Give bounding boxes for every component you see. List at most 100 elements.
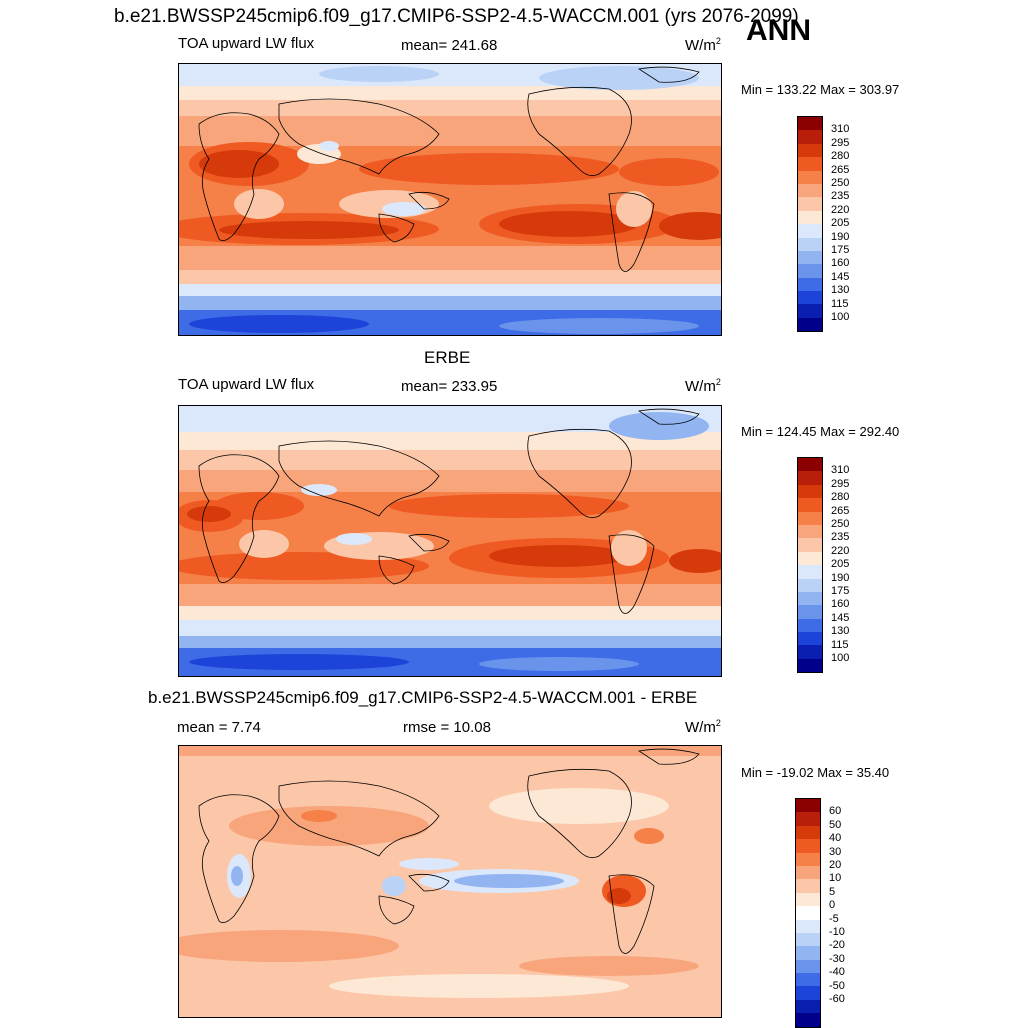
colorbar-swatch xyxy=(798,605,822,619)
colorbar-tick-label: -40 xyxy=(829,966,845,979)
colorbar-tick-label: 235 xyxy=(831,190,850,203)
colorbar-swatch xyxy=(796,839,820,853)
colorbar-swatch xyxy=(798,632,822,646)
colorbar-swatch xyxy=(796,959,820,974)
colorbar-tick-label: 175 xyxy=(831,244,850,256)
figure-title: b.e21.BWSSP245cmip6.f09_g17.CMIP6-SSP2-4… xyxy=(114,6,799,27)
colorbar-swatch xyxy=(798,130,822,144)
colorbar-swatch xyxy=(798,591,822,606)
colorbar-swatch xyxy=(796,852,820,866)
colorbar-tick-label: 265 xyxy=(831,163,850,176)
colorbar-swatch xyxy=(798,578,822,592)
colorbar-swatch xyxy=(798,498,822,512)
panel1-mean-label: mean= 241.68 xyxy=(401,37,498,54)
colorbar-swatch xyxy=(798,565,822,579)
colorbar-swatch xyxy=(796,932,820,947)
panel1-minmax: Min = 133.22 Max = 303.97 xyxy=(741,82,900,97)
colorbar-tick-label: 130 xyxy=(831,625,850,638)
panel2-contour-field xyxy=(179,406,721,676)
colorbar-tick-label: 130 xyxy=(831,284,850,297)
colorbar-tick-label: 190 xyxy=(831,230,850,243)
colorbar-tick-label: 100 xyxy=(831,311,850,323)
colorbar-swatch xyxy=(798,645,822,659)
panel2-colorbar xyxy=(797,457,823,674)
panel1-map xyxy=(178,63,722,336)
colorbar-tick-label: 265 xyxy=(831,504,850,517)
colorbar-tick-label: 160 xyxy=(831,598,850,611)
colorbar-tick-label: 50 xyxy=(829,818,842,831)
colorbar-swatch xyxy=(798,551,822,566)
colorbar-tick-label: 30 xyxy=(829,845,842,858)
colorbar-tick-label: 205 xyxy=(831,558,850,571)
colorbar-tick-label: 250 xyxy=(831,518,850,530)
colorbar-swatch xyxy=(798,197,822,211)
colorbar-tick-label: 40 xyxy=(829,832,842,845)
colorbar-swatch xyxy=(796,865,820,880)
panel2-mean-label: mean= 233.95 xyxy=(401,378,498,395)
colorbar-swatch xyxy=(796,1013,820,1027)
panel3-rmse-label: rmse = 10.08 xyxy=(403,719,491,736)
panel2-minmax: Min = 124.45 Max = 292.40 xyxy=(741,424,900,439)
colorbar-swatch xyxy=(796,799,820,813)
colorbar-swatch xyxy=(798,157,822,171)
panel3-colorbar xyxy=(795,798,821,1028)
panel3-minmax: Min = -19.02 Max = 35.40 xyxy=(741,765,890,780)
colorbar-tick-label: 310 xyxy=(831,123,850,136)
colorbar-swatch xyxy=(796,946,820,960)
colorbar-tick-label: 205 xyxy=(831,217,850,230)
colorbar-swatch xyxy=(798,237,822,251)
colorbar-tick-label: 220 xyxy=(831,203,850,216)
colorbar-tick-label: 250 xyxy=(831,177,850,189)
season-label: ANN xyxy=(746,14,811,47)
panel3-units: W/m2 xyxy=(685,718,721,736)
colorbar-tick-label: 115 xyxy=(831,638,849,651)
colorbar-swatch xyxy=(796,999,820,1014)
colorbar-swatch xyxy=(796,986,820,1000)
colorbar-swatch xyxy=(798,317,822,332)
colorbar-swatch xyxy=(798,210,822,225)
colorbar-swatch xyxy=(798,484,822,499)
colorbar-tick-label: 175 xyxy=(831,585,850,597)
panel3-title: b.e21.BWSSP245cmip6.f09_g17.CMIP6-SSP2-4… xyxy=(148,688,698,707)
colorbar-tick-label: 295 xyxy=(831,136,850,149)
colorbar-tick-label: -10 xyxy=(829,926,845,938)
colorbar-swatch xyxy=(798,143,822,158)
panel1-units: W/m2 xyxy=(685,36,721,54)
colorbar-swatch xyxy=(796,812,820,826)
panel1-contour-field xyxy=(179,64,721,335)
colorbar-tick-label: 295 xyxy=(831,477,850,490)
colorbar-tick-label: 60 xyxy=(829,805,842,818)
panel2-units: W/m2 xyxy=(685,377,721,395)
colorbar-tick-label: 280 xyxy=(831,150,850,163)
colorbar-tick-label: -50 xyxy=(829,979,845,992)
colorbar-swatch xyxy=(798,183,822,198)
colorbar-swatch xyxy=(798,264,822,278)
colorbar-tick-label: 145 xyxy=(831,270,850,283)
colorbar-swatch xyxy=(798,524,822,539)
colorbar-tick-label: 280 xyxy=(831,491,850,504)
panel1-variable-label: TOA upward LW flux xyxy=(178,35,315,52)
colorbar-swatch xyxy=(796,973,820,987)
colorbar-swatch xyxy=(798,618,822,633)
colorbar-tick-label: 100 xyxy=(831,652,850,664)
colorbar-swatch xyxy=(796,892,820,907)
colorbar-swatch xyxy=(798,291,822,305)
colorbar-swatch xyxy=(798,511,822,525)
colorbar-tick-label: -5 xyxy=(829,912,839,925)
colorbar-tick-label: 5 xyxy=(829,885,836,898)
colorbar-swatch xyxy=(798,538,822,552)
colorbar-swatch xyxy=(798,170,822,184)
colorbar-swatch xyxy=(798,250,822,265)
panel3-mean-label: mean = 7.74 xyxy=(177,719,261,736)
colorbar-tick-label: 0 xyxy=(829,899,836,912)
colorbar-swatch xyxy=(796,825,820,840)
colorbar-tick-label: 160 xyxy=(831,257,850,270)
colorbar-tick-label: 10 xyxy=(829,872,842,885)
colorbar-swatch xyxy=(798,471,822,485)
colorbar-swatch xyxy=(798,458,822,472)
panel2-variable-label: TOA upward LW flux xyxy=(178,376,315,393)
colorbar-tick-label: 145 xyxy=(831,611,850,624)
colorbar-swatch xyxy=(798,658,822,673)
colorbar-tick-label: 235 xyxy=(831,531,850,544)
panel1-colorbar xyxy=(797,116,823,333)
